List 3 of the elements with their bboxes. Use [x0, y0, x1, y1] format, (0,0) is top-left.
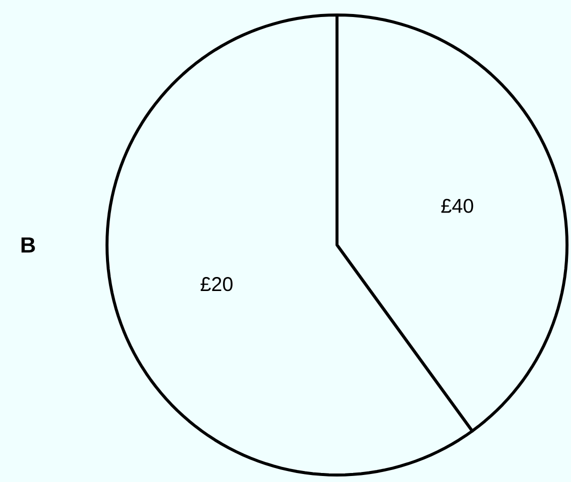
text: B	[22, 237, 35, 253]
slice-label: £40	[441, 198, 474, 213]
slice-label: £20	[200, 277, 233, 292]
